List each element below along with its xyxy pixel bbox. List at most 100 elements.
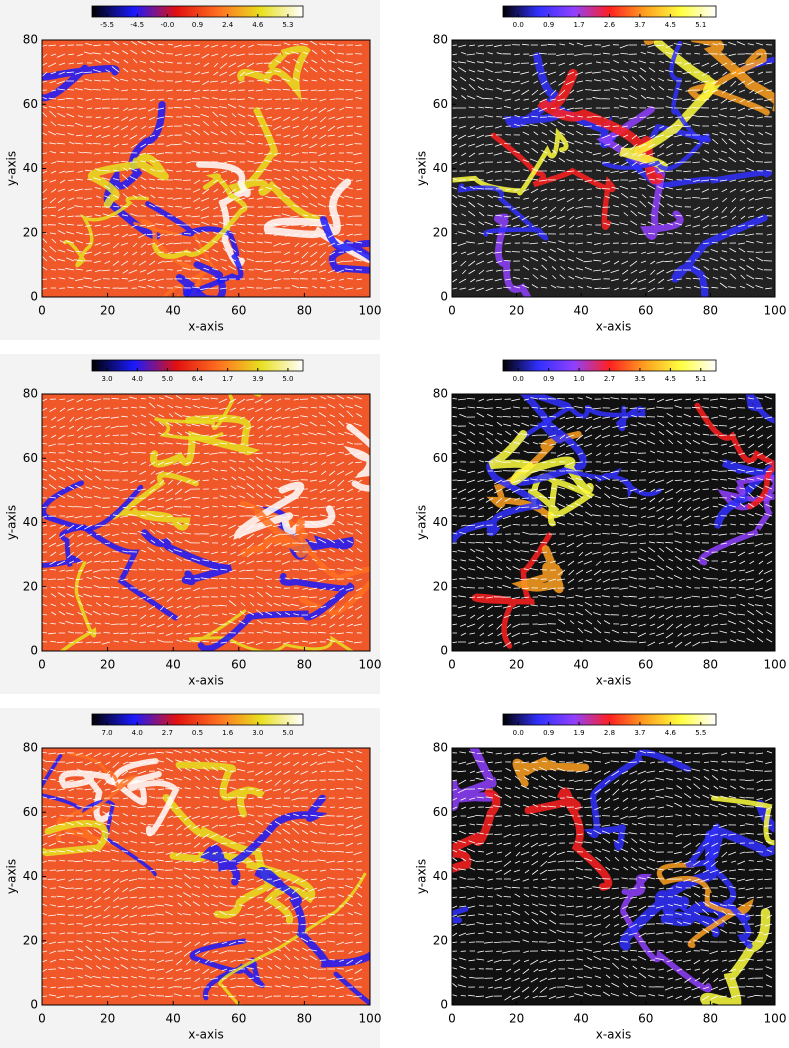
structure: [343, 423, 370, 492]
y-tick-label: 60: [23, 97, 38, 111]
structure: [141, 529, 233, 586]
x-tick-label: 20: [100, 1012, 115, 1026]
structure: [710, 795, 775, 846]
structure: [601, 40, 711, 171]
y-tick-label: 0: [30, 290, 38, 304]
colorbar-label: 5.5: [695, 729, 706, 737]
colorbar-label: 3.7: [634, 21, 645, 29]
structure: [140, 218, 208, 297]
structure: [87, 153, 169, 209]
structure: [452, 456, 543, 543]
colorbar-label: 5.0: [282, 375, 293, 383]
x-tick-label: 80: [297, 304, 312, 318]
x-tick-label: 40: [166, 658, 181, 672]
colorbar-label: 7.0: [102, 729, 113, 737]
structure: [59, 561, 97, 651]
colorbar-label: 4.6: [252, 21, 264, 29]
y-axis-title: y-axis: [5, 859, 19, 894]
field: [452, 394, 775, 651]
y-tick-label: 40: [433, 161, 448, 175]
colorbar-label: 4.5: [665, 21, 676, 29]
structure: [457, 183, 549, 241]
colorbar-label: 3.0: [252, 729, 263, 737]
colorbar-label: 4.6: [665, 729, 677, 737]
structure: [152, 173, 248, 259]
structure: [515, 394, 587, 486]
y-tick-label: 40: [433, 515, 448, 529]
x-tick-label: 100: [764, 658, 787, 672]
y-axis-title: y-axis: [415, 859, 429, 894]
field: [42, 40, 370, 297]
structure: [717, 476, 775, 511]
structure: [42, 480, 179, 621]
x-tick-label: 60: [638, 304, 653, 318]
x-tick-label: 0: [448, 304, 456, 318]
colorbar-label: 5.1: [695, 375, 706, 383]
structure: [55, 816, 123, 850]
x-axis-title: x-axis: [188, 320, 223, 334]
colorbar-label: 0.9: [543, 729, 554, 737]
y-tick-label: 40: [23, 515, 38, 529]
x-tick-label: 0: [38, 304, 46, 318]
structure: [595, 106, 684, 240]
x-tick-label: 80: [297, 658, 312, 672]
structure: [237, 45, 311, 102]
structure: [200, 794, 328, 886]
x-tick-label: 20: [100, 658, 115, 672]
structure: [486, 430, 582, 520]
colorbar-label: 3.0: [102, 375, 113, 383]
x-tick-label: 100: [359, 304, 382, 318]
y-tick-label: 60: [433, 451, 448, 465]
vector-arrows: [42, 749, 363, 999]
y-tick-label: 80: [433, 33, 448, 47]
x-tick-label: 20: [509, 1012, 524, 1026]
colorbar-label: 0.9: [543, 21, 554, 29]
x-tick-label: 100: [359, 658, 382, 672]
colorbar-label: -0.0: [161, 21, 175, 29]
structure: [197, 572, 355, 651]
field: [42, 748, 370, 1005]
colorbar-label: 0.0: [513, 375, 524, 383]
colorbar-label: 1.6: [222, 729, 234, 737]
colorbar-label: 0.9: [543, 375, 554, 383]
x-tick-label: 0: [448, 1012, 456, 1026]
vector-arrows: [42, 40, 363, 291]
structure: [493, 213, 532, 297]
y-axis-title: y-axis: [5, 505, 19, 540]
structure: [42, 64, 120, 102]
y-tick-label: 0: [30, 644, 38, 658]
y-tick-label: 20: [433, 933, 448, 947]
structure: [452, 127, 569, 196]
y-tick-label: 20: [23, 225, 38, 239]
x-tick-label: 0: [38, 658, 46, 672]
structure: [62, 752, 138, 833]
structure: [660, 901, 751, 938]
colorbar-label: 2.6: [604, 21, 616, 29]
x-tick-label: 80: [703, 658, 718, 672]
colorbar-label: 0.5: [192, 729, 203, 737]
y-tick-label: 60: [23, 805, 38, 819]
structure: [713, 458, 775, 529]
structure: [671, 214, 768, 297]
x-tick-label: 20: [509, 304, 524, 318]
x-tick-label: 80: [703, 304, 718, 318]
x-tick-label: 0: [448, 658, 456, 672]
colorbar-label: -4.5: [130, 21, 144, 29]
structure: [240, 508, 310, 558]
y-tick-label: 0: [440, 998, 448, 1012]
colorbar-label: 2.4: [222, 21, 234, 29]
colorbar-label: 4.0: [132, 375, 143, 383]
structure: [153, 394, 262, 441]
colorbar-label: 6.4: [192, 375, 204, 383]
field: [42, 394, 370, 651]
x-tick-label: 60: [231, 1012, 246, 1026]
structure: [524, 787, 613, 891]
structure: [694, 402, 775, 510]
structure: [643, 40, 775, 112]
structure: [700, 908, 771, 1005]
y-tick-label: 20: [433, 579, 448, 593]
y-tick-label: 40: [23, 161, 38, 175]
y-axis-title: y-axis: [5, 151, 19, 186]
x-tick-label: 80: [703, 1012, 718, 1026]
field-background: [452, 394, 775, 651]
